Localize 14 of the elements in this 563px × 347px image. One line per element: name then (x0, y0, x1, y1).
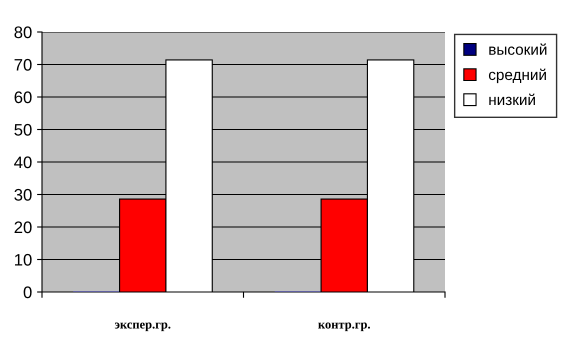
y-tick-label: 0 (24, 286, 32, 298)
legend-label: средний (488, 68, 546, 84)
y-tick-label: 70 (14, 58, 32, 71)
y-tick-label: 60 (14, 91, 32, 104)
y-tick-label: 10 (15, 254, 32, 266)
x-tick-label: экспер.гр. (114, 322, 170, 332)
y-tick-label: 40 (14, 156, 32, 168)
y-tick-label: 50 (14, 124, 32, 136)
y-tick-label: 80 (14, 26, 32, 38)
legend-label: высокий (489, 43, 546, 55)
x-tick-label: контр.гр. (318, 322, 370, 332)
legend-label: низкий (489, 94, 535, 106)
y-tick-label: 30 (14, 188, 32, 201)
y-tick-label: 20 (14, 221, 32, 234)
